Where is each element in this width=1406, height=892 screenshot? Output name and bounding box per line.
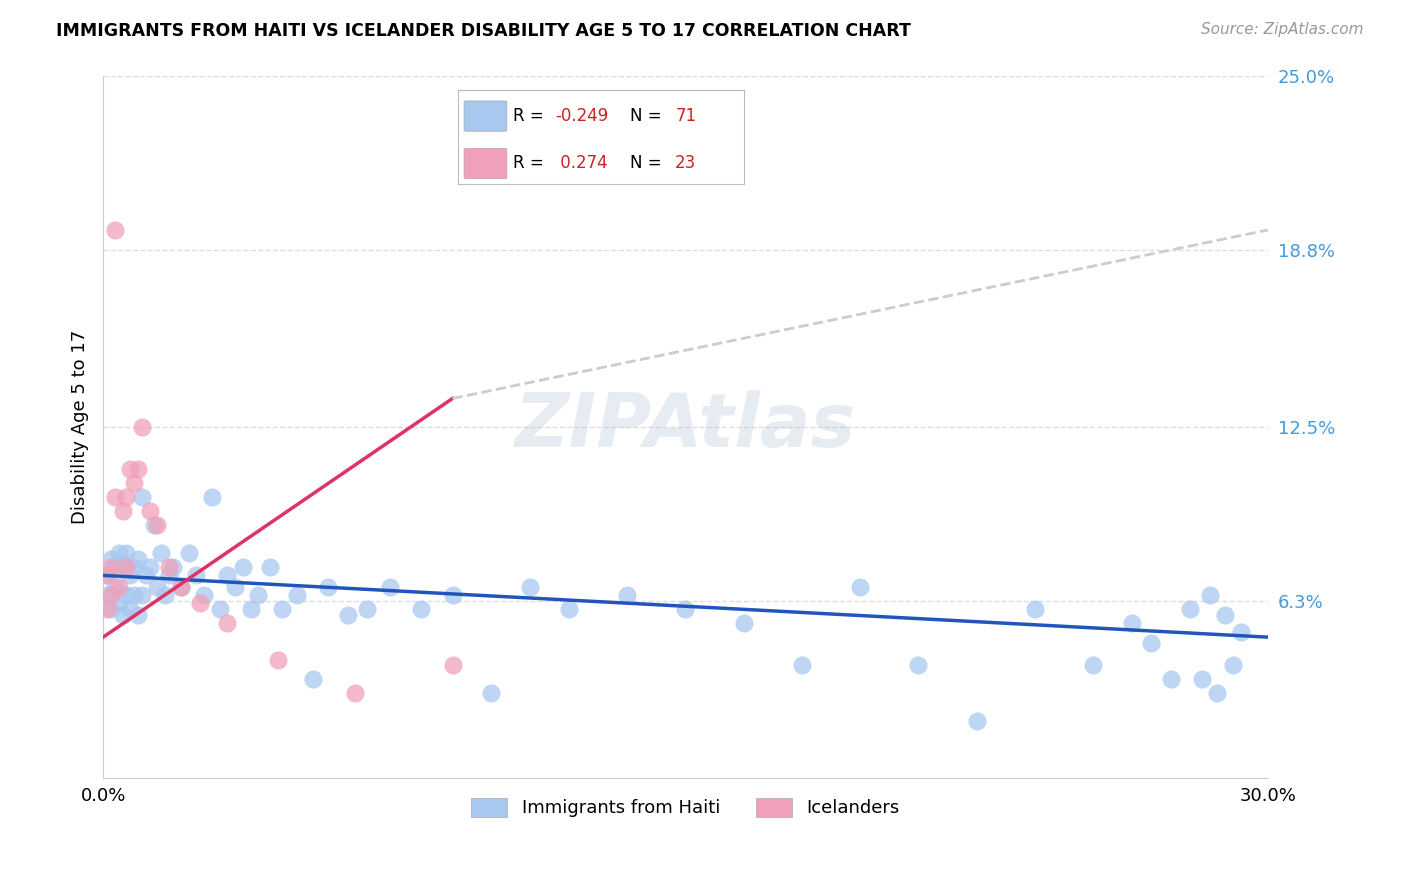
- Point: [1229, 624, 1251, 639]
- Point: [127, 551, 149, 566]
- Point: [1191, 673, 1213, 687]
- Point: [138, 504, 160, 518]
- Point: [217, 616, 239, 631]
- Point: [849, 580, 872, 594]
- Point: [104, 223, 127, 237]
- Text: Source: ZipAtlas.com: Source: ZipAtlas.com: [1201, 22, 1364, 37]
- Point: [267, 652, 290, 666]
- Point: [96, 602, 118, 616]
- Point: [208, 602, 231, 616]
- Point: [131, 490, 153, 504]
- Point: [1222, 658, 1244, 673]
- Point: [441, 588, 464, 602]
- Point: [356, 602, 378, 616]
- Y-axis label: Disability Age 5 to 17: Disability Age 5 to 17: [72, 329, 89, 524]
- Point: [107, 597, 129, 611]
- Point: [411, 602, 433, 616]
- Point: [115, 490, 138, 504]
- Point: [217, 568, 239, 582]
- Point: [115, 588, 138, 602]
- Point: [115, 560, 138, 574]
- Point: [100, 602, 122, 616]
- Point: [120, 602, 142, 616]
- Point: [96, 568, 118, 582]
- Point: [170, 580, 193, 594]
- Point: [142, 517, 165, 532]
- Point: [122, 588, 145, 602]
- Point: [111, 557, 134, 571]
- Point: [441, 658, 464, 673]
- Point: [186, 568, 208, 582]
- Point: [104, 490, 127, 504]
- Point: [1140, 636, 1163, 650]
- Point: [104, 580, 127, 594]
- Point: [966, 714, 988, 729]
- Point: [155, 588, 177, 602]
- Point: [344, 686, 367, 700]
- Legend: Immigrants from Haiti, Icelanders: Immigrants from Haiti, Icelanders: [464, 791, 907, 825]
- Point: [111, 504, 134, 518]
- Point: [150, 546, 173, 560]
- Point: [120, 568, 142, 582]
- Point: [127, 607, 149, 622]
- Point: [479, 686, 502, 700]
- Point: [104, 560, 127, 574]
- Point: [115, 546, 138, 560]
- Point: [1121, 616, 1143, 631]
- Point: [247, 588, 270, 602]
- Point: [120, 461, 142, 475]
- Point: [1081, 658, 1104, 673]
- Point: [96, 568, 118, 582]
- Point: [131, 419, 153, 434]
- Point: [96, 588, 118, 602]
- Point: [100, 551, 122, 566]
- Point: [122, 475, 145, 490]
- Point: [100, 560, 122, 574]
- Point: [733, 616, 755, 631]
- Point: [170, 580, 193, 594]
- Point: [1206, 686, 1229, 700]
- Point: [1160, 673, 1182, 687]
- Point: [122, 560, 145, 574]
- Point: [558, 602, 581, 616]
- Point: [138, 560, 160, 574]
- Point: [162, 560, 184, 574]
- Point: [193, 588, 215, 602]
- Point: [675, 602, 697, 616]
- Point: [1024, 602, 1046, 616]
- Point: [127, 461, 149, 475]
- Point: [1178, 602, 1201, 616]
- Point: [616, 588, 638, 602]
- Point: [157, 560, 180, 574]
- Point: [188, 597, 211, 611]
- Point: [790, 658, 813, 673]
- Point: [259, 560, 281, 574]
- Point: [201, 490, 224, 504]
- Point: [100, 588, 122, 602]
- Text: ZIPAtlas: ZIPAtlas: [515, 390, 856, 463]
- Point: [177, 546, 200, 560]
- Point: [146, 517, 169, 532]
- Point: [135, 568, 157, 582]
- Point: [1213, 607, 1236, 622]
- Point: [224, 580, 246, 594]
- Point: [111, 607, 134, 622]
- Point: [285, 588, 308, 602]
- Point: [146, 580, 169, 594]
- Point: [239, 602, 262, 616]
- Point: [316, 580, 339, 594]
- Point: [107, 546, 129, 560]
- Point: [301, 673, 323, 687]
- Point: [907, 658, 929, 673]
- Point: [336, 607, 359, 622]
- Text: IMMIGRANTS FROM HAITI VS ICELANDER DISABILITY AGE 5 TO 17 CORRELATION CHART: IMMIGRANTS FROM HAITI VS ICELANDER DISAB…: [56, 22, 911, 40]
- Point: [519, 580, 541, 594]
- Point: [157, 568, 180, 582]
- Point: [131, 588, 153, 602]
- Point: [232, 560, 254, 574]
- Point: [270, 602, 292, 616]
- Point: [380, 580, 402, 594]
- Point: [107, 580, 129, 594]
- Point: [1198, 588, 1220, 602]
